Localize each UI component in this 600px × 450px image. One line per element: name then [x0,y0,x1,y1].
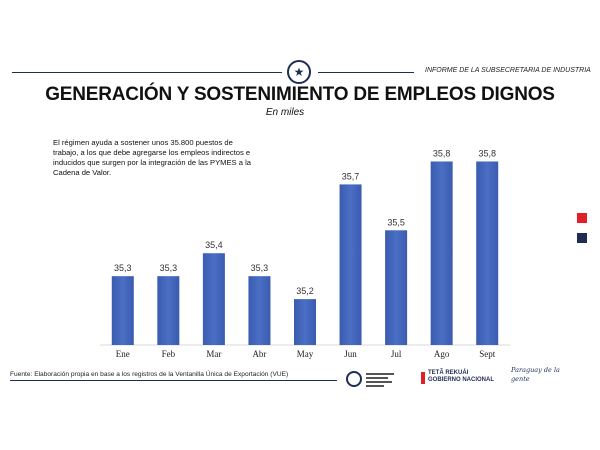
value-label-may: 35,2 [296,286,314,296]
bar-feb [157,276,180,345]
value-label-sept: 35,8 [478,148,496,158]
category-label-ago: Ago [434,349,450,359]
bar-may [294,299,316,345]
bar-jun [339,184,362,345]
slogan-logo: Paraguay de la gente [511,366,560,383]
value-label-jul: 35,5 [387,217,405,227]
bar-jul [385,230,408,345]
value-label-mar: 35,4 [205,240,223,250]
value-label-feb: 35,3 [160,263,178,273]
header-rule-left [12,72,282,73]
category-label-feb: Feb [162,349,176,359]
category-label-mar: Mar [206,349,221,359]
chart-subtitle: En miles [265,107,305,118]
emblem-icon [346,371,362,387]
value-label-ago: 35,8 [433,148,451,158]
header-rule-right [318,72,414,73]
value-label-jun: 35,7 [342,171,360,181]
category-label-abr: Abr [252,349,266,359]
category-label-sept: Sept [479,349,496,359]
bar-ene [111,276,134,345]
bar-sept [476,161,499,345]
government-logo: TETÃ REKUÁI GOBIERNO NACIONAL [421,370,501,388]
government-tag-line-2: GOBIERNO NACIONAL [428,377,494,383]
bar-mar [202,253,225,345]
value-label-ene: 35,3 [114,263,132,273]
chart-note: El régimen ayuda a sostener unos 35.800 … [53,138,251,177]
government-tag-line-1: TETÃ REKUÁI [428,370,469,376]
category-label-jun: Jun [344,349,357,359]
ministry-logo [346,370,416,390]
category-label-jul: Jul [391,349,402,359]
value-label-abr: 35,3 [251,263,269,273]
legend-swatch-navy [577,233,587,243]
bar-ago [430,161,453,345]
category-label-ene: Ene [116,349,130,359]
footer-rule [10,380,337,381]
flag-mark-icon [421,372,425,384]
bar-abr [248,276,271,345]
source-note: Fuente: Elaboración propia en base a los… [10,371,289,378]
chart-title: GENERACIÓN Y SOSTENIMIENTO DE EMPLEOS DI… [45,84,555,105]
category-label-may: May [297,349,314,359]
report-label: INFORME DE LA SUBSECRETARIA DE INDUSTRIA [425,67,591,74]
star-seal-icon: ★ [287,60,311,84]
legend-swatch-red [577,213,587,223]
